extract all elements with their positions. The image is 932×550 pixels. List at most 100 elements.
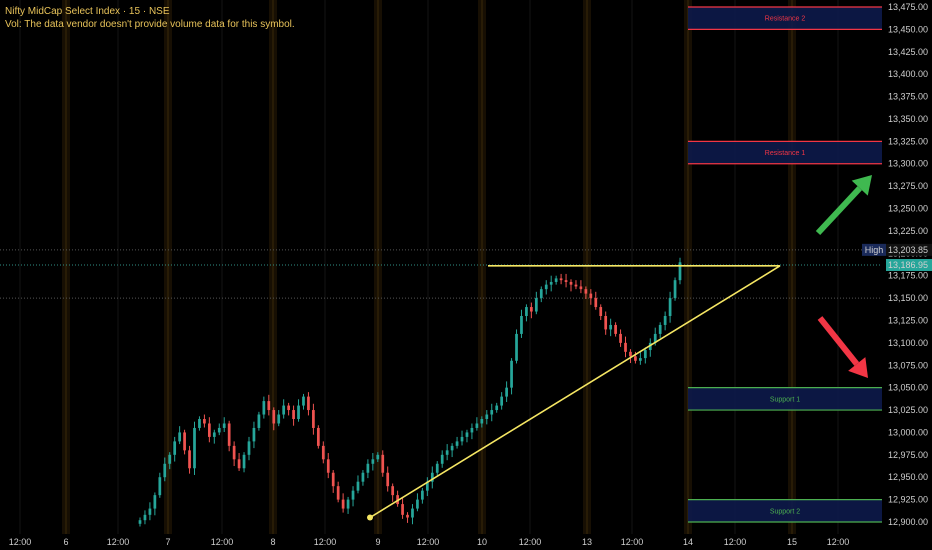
candle-body: [569, 281, 573, 285]
time-tick-label: 12:00: [417, 537, 440, 547]
candle-body: [653, 333, 657, 343]
trendline-drawings[interactable]: [367, 265, 781, 521]
candle-body: [321, 445, 325, 460]
price-axis[interactable]: 13,475.00 13,450.00 13,425.00 13,400.00 13,3…: [862, 2, 932, 527]
candle-body: [198, 419, 201, 428]
candle-body: [282, 405, 286, 415]
candle-body: [425, 481, 429, 491]
high-value: 13,203.85: [888, 245, 928, 255]
price-tick-label: 13,450.00: [888, 24, 928, 34]
candle-body: [178, 432, 181, 442]
candle-body: [505, 387, 508, 397]
price-tick-label: 13,400.00: [888, 69, 928, 79]
candle-body: [406, 514, 409, 518]
price-tick-label: 13,100.00: [888, 338, 928, 348]
volume-notice: Vol: The data vendor doesn't provide vol…: [5, 19, 295, 30]
candle-body: [440, 454, 444, 464]
candle-body: [480, 419, 484, 424]
candle-body: [371, 459, 375, 464]
candle-body: [634, 356, 637, 361]
time-tick-label: 6: [63, 537, 68, 547]
candle-body: [554, 278, 558, 282]
candle-body: [351, 490, 355, 500]
candle-body: [361, 472, 365, 482]
candle-body: [450, 445, 454, 451]
price-tick-label: 12,975.00: [888, 450, 928, 460]
candle-body: [515, 333, 518, 361]
time-tick-label: 7: [165, 537, 170, 547]
candle-body: [173, 441, 177, 455]
price-tick-label: 12,900.00: [888, 517, 928, 527]
price-tick-label: 13,125.00: [888, 315, 928, 325]
candle-body: [188, 450, 191, 469]
price-tick-label: 13,025.00: [888, 405, 928, 415]
support-2-label: Support 2: [770, 508, 800, 515]
resistance-1-label: Resistance 1: [765, 150, 806, 157]
time-tick-label: 12:00: [621, 537, 644, 547]
support-resistance-zones: Resistance 2 Resistance 1 Support 1 Support…: [688, 6, 882, 523]
candle-body: [411, 508, 414, 518]
candle-body: [168, 454, 172, 464]
candle-body: [673, 280, 677, 299]
candle-body: [302, 396, 305, 406]
candle-body: [381, 454, 385, 473]
candle-body: [287, 405, 290, 411]
candle-body: [534, 298, 538, 312]
candle-body: [138, 520, 142, 524]
time-tick-label: 15: [787, 537, 797, 547]
candle-body: [262, 401, 266, 415]
candle-body: [678, 262, 682, 281]
candle-body: [183, 432, 186, 451]
time-tick-label: 12:00: [827, 537, 850, 547]
candle-body: [376, 454, 380, 460]
price-tick-label: 13,275.00: [888, 181, 928, 191]
time-tick-label: 12:00: [211, 537, 234, 547]
candle-body: [237, 459, 241, 469]
candle-body: [341, 499, 345, 509]
resistance-1-zone: [688, 141, 882, 164]
candle-body: [292, 410, 295, 419]
candle-body: [584, 289, 588, 294]
candle-body: [346, 499, 350, 509]
candle-body: [658, 324, 662, 334]
candle-body: [470, 427, 474, 433]
chart-legend: Nifty MidCap Select Index · 15 · NSE Vol…: [5, 5, 295, 31]
candle-body: [574, 284, 578, 287]
price-tick-label: 12,925.00: [888, 495, 928, 505]
support-1-label: Support 1: [770, 396, 800, 403]
time-tick-label: 12:00: [107, 537, 130, 547]
candle-body: [539, 289, 543, 299]
candle-body: [207, 423, 211, 437]
time-tick-label: 12:00: [724, 537, 747, 547]
candle-body: [648, 342, 652, 351]
price-tick-label: 13,250.00: [888, 204, 928, 214]
candle-body: [386, 472, 390, 487]
candle-body: [485, 414, 489, 419]
candle-body: [510, 360, 513, 388]
candle-body: [143, 514, 147, 521]
time-axis[interactable]: 12:00 6 12:00 7 12:00 8 12:00 9 12:00 10 12:00 13 12…: [9, 537, 850, 547]
support-1-zone: [688, 387, 882, 411]
last-price-bg: [886, 258, 932, 271]
time-tick-label: 14: [683, 537, 693, 547]
candle-body: [445, 450, 449, 455]
candle-body: [609, 324, 613, 330]
candle-body: [193, 427, 196, 469]
symbol-title[interactable]: Nifty MidCap Select Index · 15 · NSE: [5, 6, 170, 17]
candle-body: [643, 350, 647, 359]
up-arrow-shaft: [815, 186, 862, 236]
up-arrow-head: [851, 175, 872, 196]
price-tick-label: 13,475.00: [888, 2, 928, 12]
trendline-anchor: [367, 514, 373, 521]
support-2-zone: [688, 499, 882, 522]
candle-body: [356, 481, 360, 491]
candle-body: [396, 495, 399, 505]
candle-body: [401, 504, 404, 515]
time-tick-label: 10: [477, 537, 487, 547]
reference-lines: [0, 249, 882, 299]
price-tick-label: 13,150.00: [888, 293, 928, 303]
candlestick-series: [138, 257, 682, 527]
candle-body: [599, 307, 603, 316]
price-tick-label: 13,075.00: [888, 360, 928, 370]
